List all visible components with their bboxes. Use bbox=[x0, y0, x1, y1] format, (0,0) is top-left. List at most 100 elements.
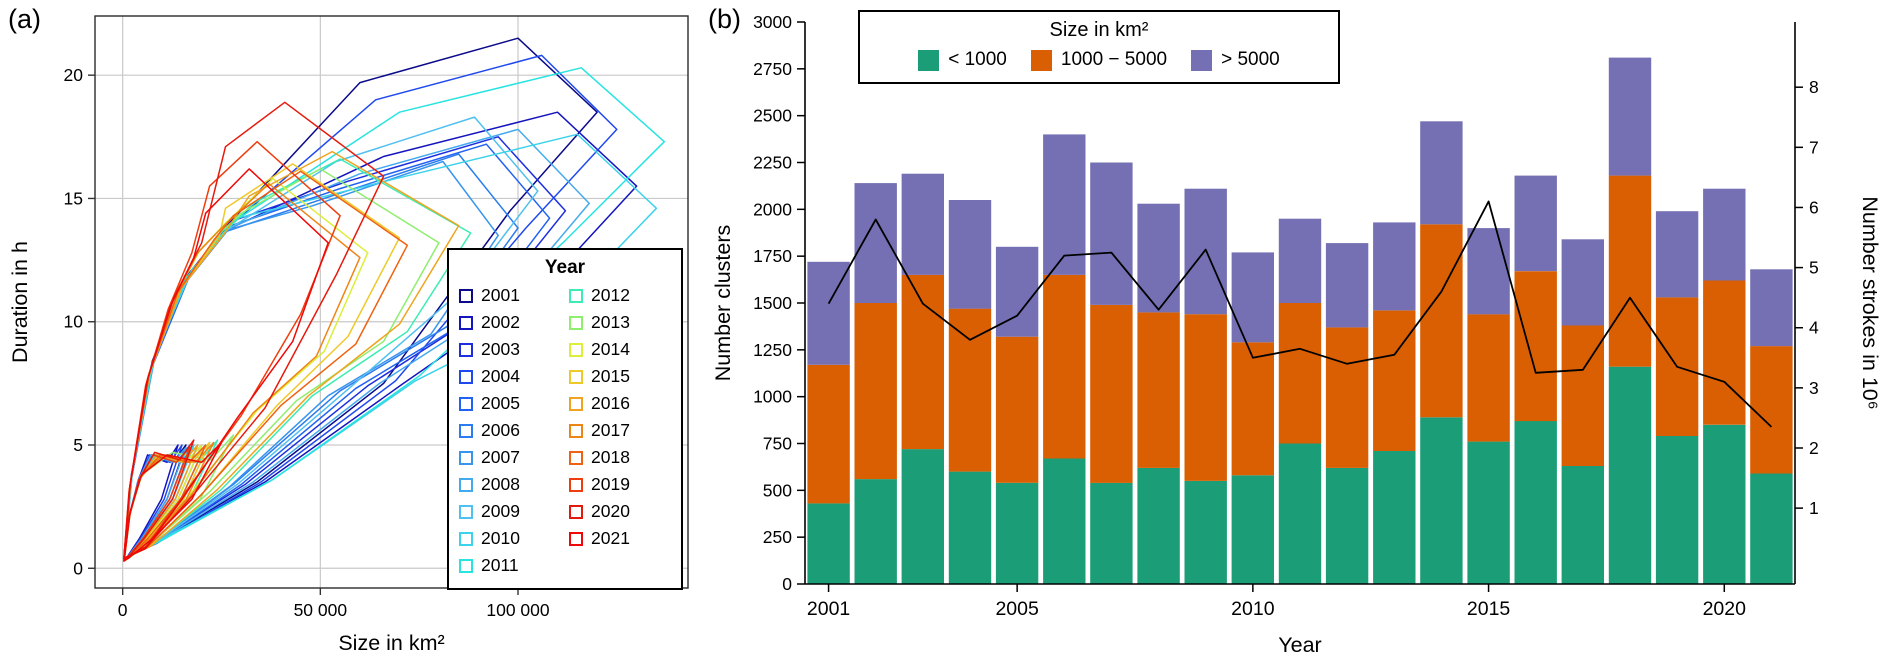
size-legend-item: 1000 − 5000 bbox=[1030, 49, 1167, 71]
size-legend-label: < 1000 bbox=[948, 49, 1007, 70]
b-left-tick-label: 750 bbox=[763, 434, 792, 454]
year-legend-col-2: 2012 2013 2014 2015 2016 2017 2018 2019 2020 2021 bbox=[569, 282, 671, 579]
year-legend-label: 2007 bbox=[481, 446, 520, 467]
year-legend-label: 2019 bbox=[591, 473, 630, 494]
year-legend-entry-2008: 2008 bbox=[459, 471, 561, 498]
b-right-tick-label: 6 bbox=[1809, 197, 1819, 217]
year-swatch-icon bbox=[459, 396, 473, 411]
panel-b: (b) 0 250 500 750 1000 1250 1500 1750 2000 2250 25… bbox=[700, 0, 1892, 666]
bar-segment-2020 bbox=[1703, 188, 1746, 281]
size-legend-item: < 1000 bbox=[918, 49, 1007, 71]
bar-segment-2006 bbox=[1043, 274, 1086, 459]
b-left-tick-label: 1500 bbox=[753, 293, 792, 313]
b-right-tick-label: 8 bbox=[1809, 77, 1819, 97]
year-legend-entry-2006: 2006 bbox=[459, 417, 561, 444]
bar-segment-2005 bbox=[995, 482, 1039, 584]
bar-segment-2011 bbox=[1278, 443, 1322, 584]
year-legend-entry-2010: 2010 bbox=[459, 525, 561, 552]
year-swatch-icon bbox=[569, 342, 583, 357]
b-y-right-axis-title: Number strokes in 10⁶ bbox=[1858, 196, 1882, 409]
year-legend-label: 2005 bbox=[481, 392, 520, 413]
bar-segment-2016 bbox=[1514, 271, 1557, 422]
year-legend-entry-2012: 2012 bbox=[569, 282, 671, 309]
year-swatch-icon bbox=[459, 504, 473, 519]
bar-segment-2016 bbox=[1514, 175, 1557, 272]
bar-segment-2014 bbox=[1420, 224, 1463, 418]
year-swatch-icon bbox=[459, 315, 473, 330]
bar-segment-2007 bbox=[1090, 482, 1133, 584]
a-y-tick-label: 15 bbox=[64, 188, 83, 208]
year-legend-label: 2014 bbox=[591, 338, 630, 359]
year-swatch-icon bbox=[569, 531, 583, 546]
bar-segment-2011 bbox=[1278, 218, 1322, 303]
year-legend-label: 2015 bbox=[591, 365, 630, 386]
b-x-tick-label: 2005 bbox=[995, 598, 1039, 620]
size-swatch-icon bbox=[918, 49, 940, 71]
year-legend-entry-2014: 2014 bbox=[569, 336, 671, 363]
b-right-tick-label: 1 bbox=[1809, 498, 1819, 518]
bar-segment-2009 bbox=[1184, 481, 1227, 584]
b-left-tick-label: 2000 bbox=[753, 199, 792, 219]
year-legend-label: 2013 bbox=[591, 311, 630, 332]
bar-segment-2006 bbox=[1043, 458, 1086, 584]
year-legend-title: Year bbox=[544, 257, 586, 278]
bar-segment-2005 bbox=[995, 246, 1039, 337]
year-legend-label: 2021 bbox=[591, 527, 630, 548]
bar-segment-2002 bbox=[854, 183, 897, 303]
b-right-tick-label: 2 bbox=[1809, 438, 1819, 458]
bar-segment-2003 bbox=[901, 449, 944, 584]
bar-segment-2012 bbox=[1325, 327, 1369, 468]
bar-segment-2015 bbox=[1467, 441, 1510, 584]
year-legend-entry-2011: 2011 bbox=[459, 552, 561, 579]
b-right-tick-label: 4 bbox=[1809, 318, 1819, 338]
a-loop-big-2021 bbox=[123, 168, 329, 560]
strokes-line bbox=[827, 200, 1773, 428]
year-legend-label: 2011 bbox=[481, 554, 519, 575]
bar-segment-2001 bbox=[807, 503, 850, 584]
size-legend: Size in km² < 1000 1000 − 5000 > 5000 bbox=[858, 10, 1340, 84]
year-swatch-icon bbox=[459, 342, 473, 357]
bar-segment-2021 bbox=[1750, 346, 1793, 474]
a-y-tick-label: 0 bbox=[73, 558, 83, 578]
b-left-tick-label: 250 bbox=[763, 527, 792, 547]
a-x-tick-label: 50 000 bbox=[294, 600, 348, 620]
bar-segment-2004 bbox=[948, 308, 992, 472]
bar-segment-2003 bbox=[901, 173, 944, 275]
year-legend-label: 2004 bbox=[481, 365, 520, 386]
year-legend-col-1: 2001 2002 2003 2004 2005 2006 2007 2008 2009 2010… bbox=[459, 282, 561, 579]
bar-segment-2015 bbox=[1467, 314, 1510, 442]
size-legend-row: < 1000 1000 − 5000 > 5000 bbox=[860, 49, 1338, 71]
b-x-tick-label: 2015 bbox=[1467, 598, 1511, 620]
bar-segment-2008 bbox=[1137, 467, 1180, 584]
a-y-tick-label: 10 bbox=[64, 312, 84, 332]
year-legend-label: 2016 bbox=[591, 392, 630, 413]
bar-segment-2008 bbox=[1137, 203, 1180, 313]
bar-segment-2013 bbox=[1373, 222, 1416, 311]
size-legend-label: > 5000 bbox=[1221, 49, 1280, 70]
year-swatch-icon bbox=[459, 288, 473, 303]
year-swatch-icon bbox=[569, 288, 583, 303]
b-right-tick-label: 3 bbox=[1809, 378, 1819, 398]
bar-segment-2010 bbox=[1231, 252, 1274, 343]
b-right-tick-label: 7 bbox=[1809, 137, 1819, 157]
year-swatch-icon bbox=[569, 315, 583, 330]
year-swatch-icon bbox=[459, 450, 473, 465]
year-legend-label: 2018 bbox=[591, 446, 630, 467]
bar-segment-2018 bbox=[1608, 57, 1652, 176]
year-legend-entry-2016: 2016 bbox=[569, 390, 671, 417]
year-legend-columns: 2001 2002 2003 2004 2005 2006 2007 2008 2009 2010… bbox=[459, 282, 671, 579]
year-legend-label: 2001 bbox=[481, 284, 520, 305]
year-swatch-icon bbox=[459, 423, 473, 438]
year-swatch-icon bbox=[569, 477, 583, 492]
bar-segment-2021 bbox=[1750, 269, 1793, 347]
year-legend-entry-2013: 2013 bbox=[569, 309, 671, 336]
year-legend-label: 2008 bbox=[481, 473, 520, 494]
clusters-bar-chart: 0250500750100012501500175020002250250027… bbox=[711, 12, 1882, 657]
bar-segment-2018 bbox=[1608, 175, 1652, 367]
bar-segment-2006 bbox=[1043, 134, 1086, 275]
bar-segment-2013 bbox=[1373, 310, 1416, 451]
bar-segment-2007 bbox=[1090, 162, 1133, 305]
bar-segment-2014 bbox=[1420, 417, 1463, 584]
b-left-tick-label: 2750 bbox=[753, 59, 792, 79]
a-y-tick-label: 20 bbox=[64, 65, 84, 85]
